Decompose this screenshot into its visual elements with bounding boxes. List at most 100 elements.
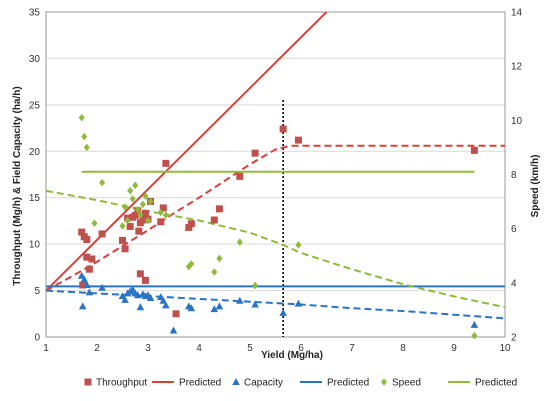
throughput-point	[157, 218, 165, 226]
legend-label: Predicted	[475, 378, 517, 389]
throughput-point	[279, 125, 287, 133]
throughput-point	[83, 236, 91, 243]
legend: Throughput Predicted Capacity Predicted Spee…	[84, 378, 517, 389]
y-right-tick-label: 8	[511, 170, 517, 181]
speed-point	[81, 132, 88, 141]
capacity-point	[162, 301, 170, 309]
y-left-tick-label: 0	[34, 333, 40, 344]
y-axis-right-title: Speed (km/h)	[530, 155, 541, 218]
throughput-point	[79, 281, 87, 289]
throughput-point	[294, 136, 302, 144]
y-left-tick-label: 35	[29, 8, 41, 19]
throughput-point	[251, 149, 259, 157]
y-left-tick-label: 30	[29, 54, 41, 65]
speed-point	[78, 113, 85, 122]
legend-label: Speed	[392, 378, 421, 389]
capacity-point	[210, 305, 219, 313]
capacity-point	[215, 302, 224, 310]
y-right-tick-label: 4	[511, 278, 517, 289]
predicted-dashed-line	[46, 189, 505, 309]
legend-throughput-swatch	[84, 378, 92, 386]
throughput-point	[83, 253, 91, 261]
capacity-point	[85, 288, 94, 296]
capacity-point	[80, 275, 89, 283]
capacity-point	[236, 296, 244, 304]
plot-area-frame	[45, 11, 506, 338]
throughput-point	[172, 310, 180, 318]
throughput-point	[119, 236, 126, 244]
x-tick-label: 7	[349, 343, 355, 354]
legend-label: Predicted	[179, 378, 221, 389]
speed-point	[185, 262, 192, 271]
capacity-point	[121, 295, 129, 303]
y-right-tick-label: 14	[511, 8, 523, 19]
speed-point	[119, 222, 126, 230]
grid-layer	[46, 11, 505, 338]
predicted-dashed-line	[46, 289, 505, 320]
x-tick-label: 4	[196, 343, 202, 354]
capacity-point	[169, 326, 178, 334]
capacity-point	[279, 308, 287, 316]
speed-point	[132, 181, 139, 190]
throughput-point	[98, 230, 106, 238]
y-right-tick-label: 6	[511, 224, 517, 235]
x-tick-label: 5	[247, 343, 253, 354]
x-tick-label: 8	[400, 343, 406, 354]
throughput-point	[131, 211, 139, 219]
throughput-point	[470, 146, 478, 154]
speed-point	[188, 260, 195, 268]
throughput-point	[141, 276, 149, 284]
speed-point	[134, 205, 141, 214]
throughput-point	[85, 265, 93, 273]
capacity-point	[159, 296, 168, 304]
legend-speed-swatch	[381, 378, 387, 386]
y-right-tick-label: 10	[511, 116, 523, 127]
predicted-solid-line	[46, 12, 328, 292]
capacity-point	[146, 294, 155, 301]
y-right-tick-label: 12	[511, 62, 523, 73]
speed-point	[162, 211, 169, 219]
legend-capacity-swatch	[232, 378, 240, 385]
speed-point	[145, 216, 151, 225]
speed-point	[91, 219, 98, 228]
throughput-point	[126, 223, 134, 230]
y-right-tick-label: 2	[511, 333, 517, 344]
speed-point	[295, 241, 302, 249]
speed-point	[129, 195, 136, 203]
speed-point	[216, 254, 223, 263]
speed-point	[122, 203, 129, 211]
speed-point	[157, 208, 164, 217]
throughput-point	[88, 255, 96, 263]
speed-point	[252, 281, 259, 290]
speed-point	[471, 331, 478, 340]
y-left-tick-label: 20	[29, 147, 41, 158]
throughput-point	[136, 270, 144, 278]
throughput-point	[139, 216, 147, 224]
speed-point	[142, 192, 149, 200]
y-left-tick-label: 25	[29, 100, 41, 111]
x-tick-label: 6	[298, 343, 304, 354]
x-tick-label: 9	[451, 343, 457, 354]
speed-point	[147, 197, 154, 206]
speed-point	[139, 200, 146, 209]
speed-point	[83, 143, 90, 152]
speed-point	[211, 268, 218, 276]
legend-label: Predicted	[327, 378, 369, 389]
throughput-point	[185, 223, 193, 231]
y-left-tick-label: 10	[29, 240, 41, 251]
x-axis-title: Yield (Mg/ha)	[261, 350, 323, 361]
speed-point	[236, 238, 243, 247]
speed-point	[99, 178, 106, 187]
throughput-point	[162, 159, 170, 167]
speed-point	[124, 216, 131, 225]
throughput-point	[121, 245, 129, 253]
throughput-point	[187, 220, 195, 228]
axes-layer	[45, 11, 506, 338]
y-left-tick-label: 15	[29, 193, 41, 204]
y-left-tick-label: 5	[34, 286, 40, 297]
throughput-point	[210, 216, 218, 224]
legend-label: Throughput	[96, 378, 147, 389]
